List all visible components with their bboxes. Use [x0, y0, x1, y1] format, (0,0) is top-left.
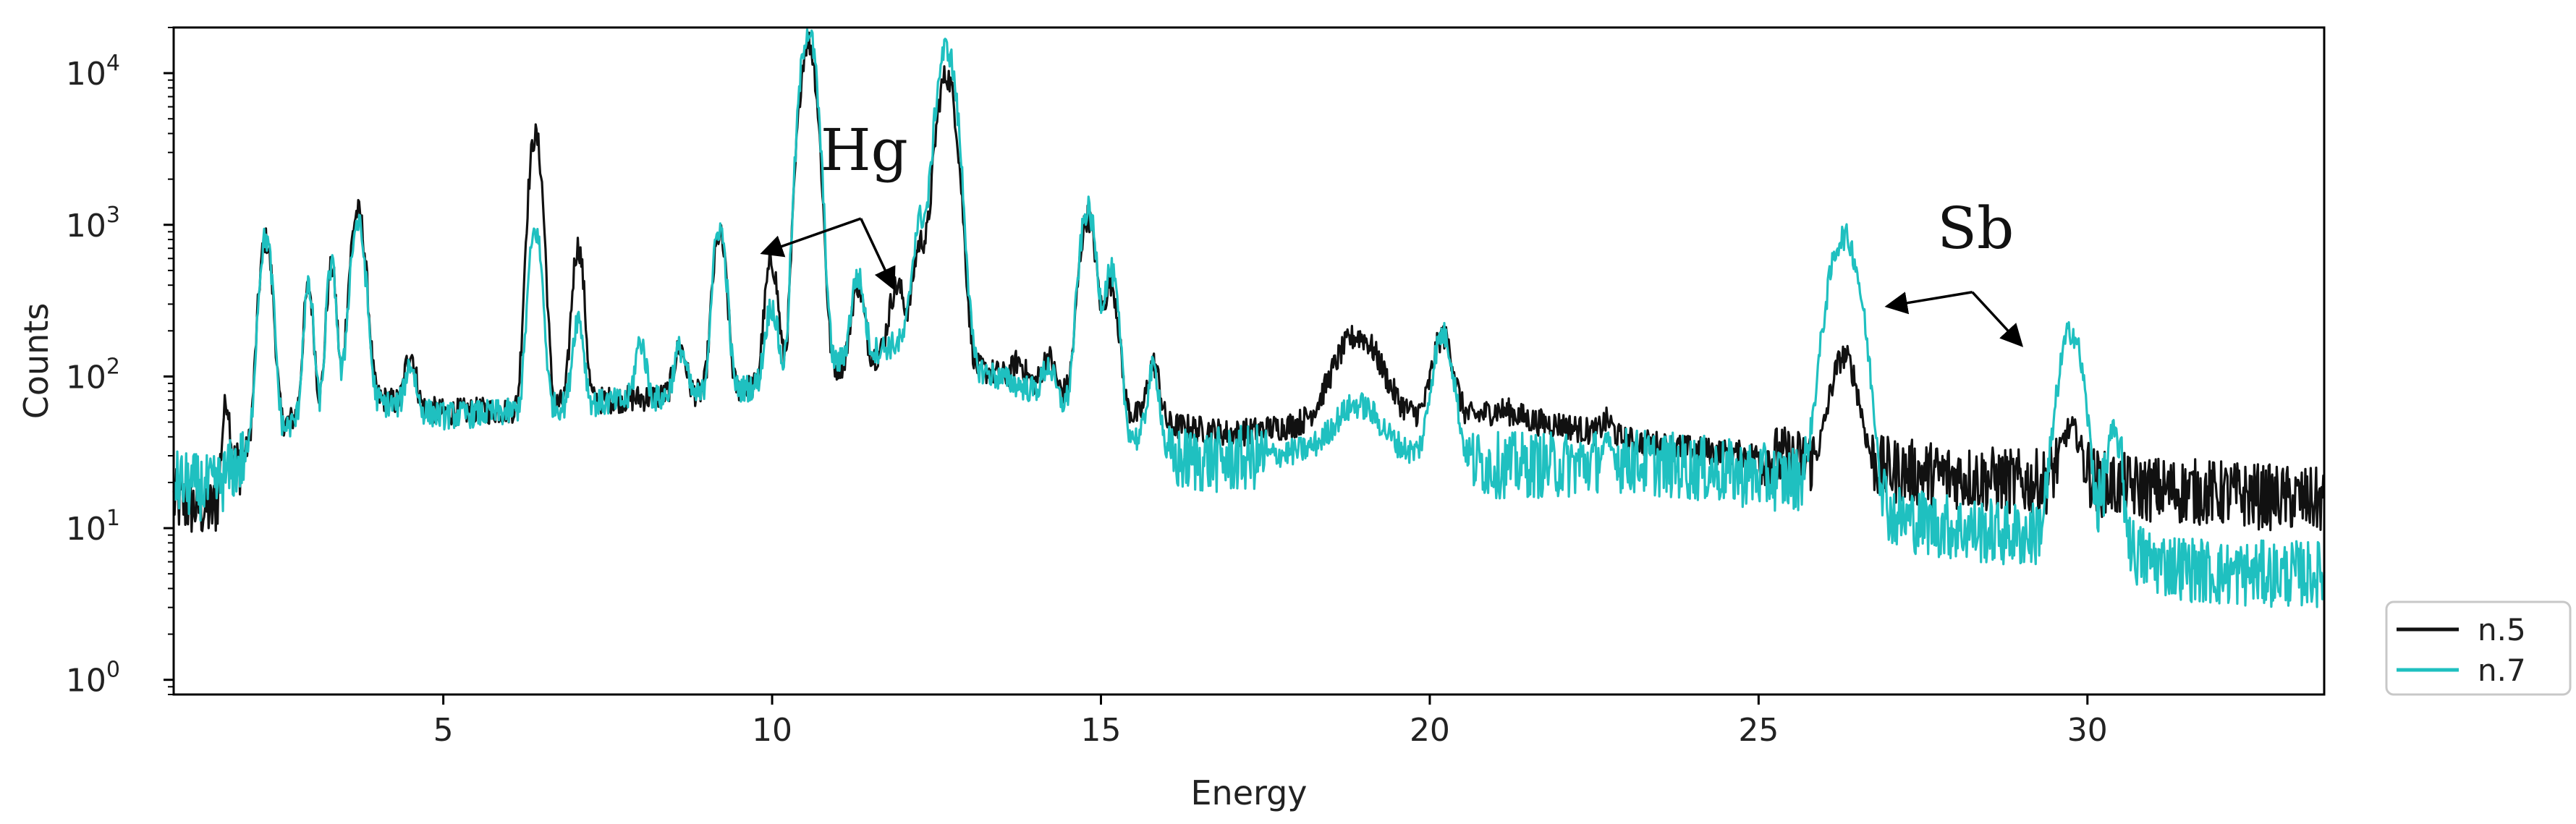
- legend: n.5n.7: [2385, 600, 2572, 696]
- y-tick-label: 102: [66, 354, 120, 396]
- x-tick-label: 30: [2067, 712, 2108, 749]
- y-tick-label: 101: [66, 506, 120, 548]
- y-axis: 100 101 102 103 104: [66, 27, 174, 700]
- x-tick-label: 25: [1738, 712, 1779, 749]
- plot-frame: [172, 26, 2326, 696]
- annotation-arrow: [1971, 291, 2024, 347]
- annotation-label: Sb: [1937, 195, 2014, 262]
- y-axis-title: Counts: [17, 303, 56, 420]
- series-line-n7: [172, 28, 2326, 608]
- x-axis-title: Energy: [1190, 773, 1307, 812]
- x-axis: 5 10 15 20 25 30: [433, 695, 2108, 749]
- annotation-arrow: [1884, 291, 1973, 315]
- y-tick-label: 100: [66, 658, 120, 700]
- y-tick-label: 104: [66, 51, 120, 93]
- series-layer: [172, 28, 2326, 608]
- x-tick-label: 20: [1410, 712, 1450, 749]
- annotation-arrow: [760, 217, 862, 258]
- y-tick-label: 103: [66, 203, 120, 245]
- annotation-label: Hg: [821, 116, 908, 184]
- x-tick-label: 15: [1081, 712, 1122, 749]
- legend-label: n.5: [2478, 612, 2526, 647]
- legend-label: n.7: [2478, 653, 2526, 688]
- x-tick-label: 10: [752, 712, 792, 749]
- annotations-layer: Hg Sb: [760, 116, 2024, 347]
- x-tick-label: 5: [433, 712, 454, 749]
- annotation-arrow: [860, 218, 896, 291]
